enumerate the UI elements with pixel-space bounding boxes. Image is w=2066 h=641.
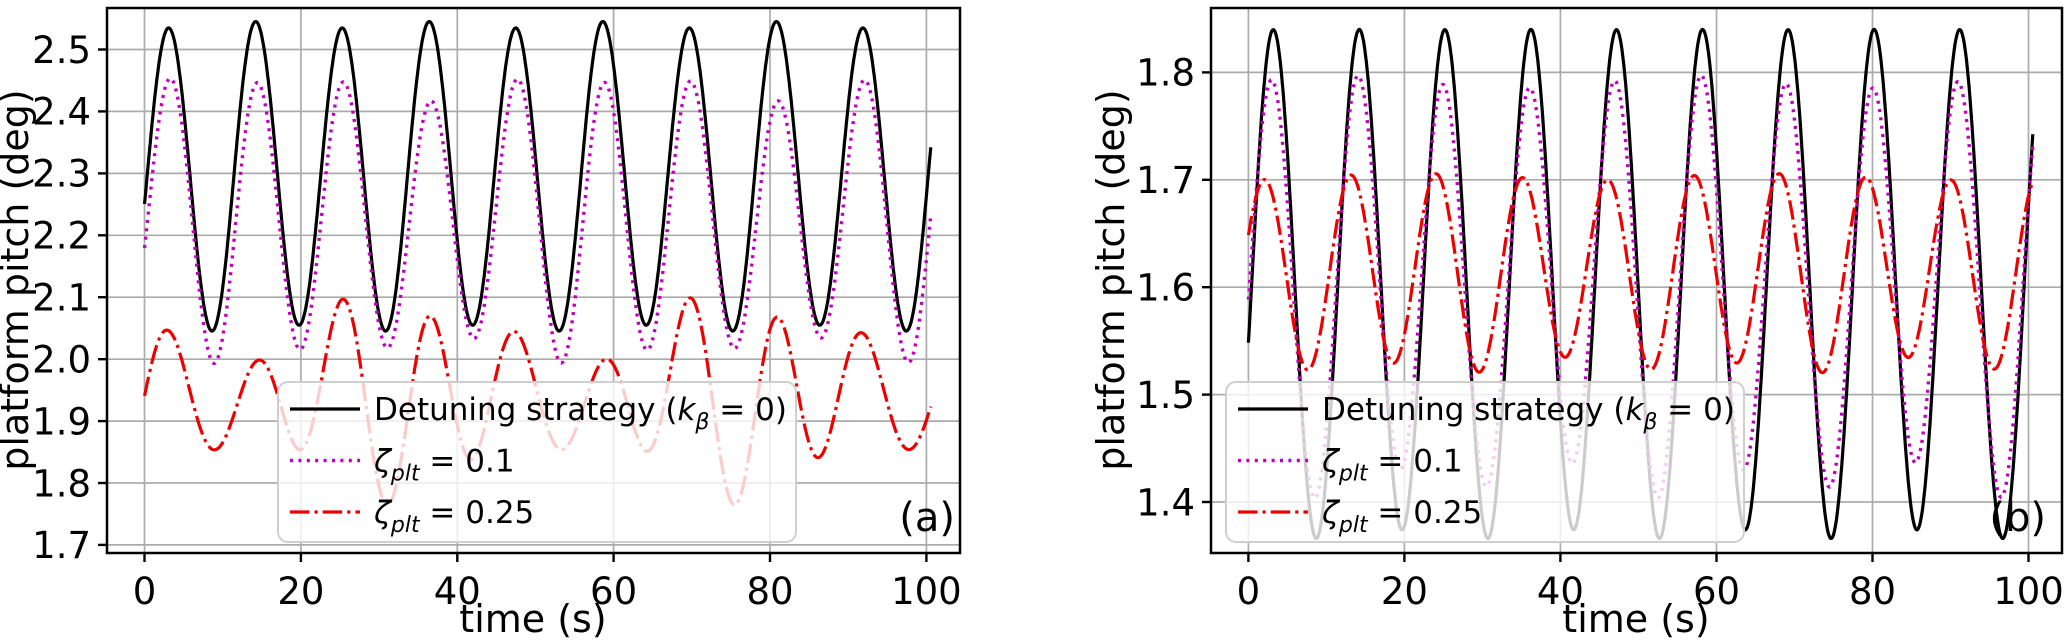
x-tick-label: 0 (1237, 570, 1261, 613)
y-tick-label: 2.0 (32, 339, 91, 382)
ticks: 0 20 40 60 80 100 1.7 1.8 1.9 2.0 2.1 2.2 2.3 2.4 2.5 (32, 29, 962, 613)
panel-a: 0 20 40 60 80 100 1.7 1.8 1.9 2.0 2.1 2.2 2.3 2.4 2.5 D… (0, 6, 962, 641)
y-tick-label: 2.5 (32, 29, 91, 72)
x-tick-label: 100 (891, 570, 962, 613)
panel-a-plot-area: 0 20 40 60 80 100 1.7 1.8 1.9 2.0 2.1 2.2 2.3 2.4 2.5 D… (32, 6, 962, 613)
legend-label: ζplt = 0.1 (1321, 444, 1463, 487)
y-axis-label: platform pitch (deg) (0, 89, 37, 470)
y-tick-label: 1.6 (1136, 267, 1195, 310)
x-axis-label: time (s) (459, 597, 606, 641)
panel-b-plot-area: 0 20 40 60 80 100 1.4 1.5 1.6 1.7 1.8 Detuning stra… (1136, 6, 2064, 613)
y-tick-label: 2.4 (32, 91, 91, 134)
y-tick-label: 1.4 (1136, 481, 1195, 524)
y-tick-label: 1.9 (32, 400, 91, 443)
legend: Detuning strategy (kβ = 0) ζplt = 0.1 ζplt… (1225, 381, 1745, 543)
series-zeta-01-line (142, 76, 933, 366)
legend-label: ζplt = 0.25 (1321, 495, 1482, 538)
legend-label: ζplt = 0.25 (373, 495, 534, 538)
y-tick-label: 1.5 (1136, 374, 1195, 417)
ticks: 0 20 40 60 80 100 1.4 1.5 1.6 1.7 1.8 (1136, 52, 2064, 613)
x-tick-label: 40 (1537, 570, 1584, 613)
legend: Detuning strategy (kβ = 0) ζplt = 0.1 ζplt… (277, 381, 797, 543)
legend-label: ζplt = 0.1 (373, 444, 515, 487)
y-tick-label: 1.8 (32, 462, 91, 505)
y-tick-label: 2.1 (32, 277, 91, 320)
y-tick-label: 1.7 (32, 524, 91, 567)
y-axis-label: platform pitch (deg) (1089, 89, 1133, 470)
series-detuning-line (142, 20, 933, 333)
series-zeta-025-line (1246, 172, 2035, 375)
axes-box (105, 6, 962, 555)
curves (1246, 27, 2035, 541)
legend-box (277, 381, 797, 543)
x-tick-label: 20 (277, 570, 324, 613)
legend-label: Detuning strategy (kβ = 0) (1322, 392, 1735, 435)
x-axis-label: time (s) (1562, 597, 1709, 641)
panel-label-a: (a) (899, 495, 955, 541)
panel-b: 0 20 40 60 80 100 1.4 1.5 1.6 1.7 1.8 Detuning stra… (1089, 6, 2064, 641)
y-tick-label: 1.7 (1136, 159, 1195, 202)
x-tick-label: 80 (1849, 570, 1896, 613)
x-tick-label: 0 (133, 570, 157, 613)
axes-box (1209, 6, 2064, 555)
series-zeta-01-line (1246, 73, 2035, 500)
x-tick-label: 20 (1381, 570, 1428, 613)
x-tick-label: 40 (434, 570, 481, 613)
y-tick-label: 2.3 (32, 153, 91, 196)
y-tick-label: 2.2 (32, 215, 91, 258)
y-tick-label: 1.8 (1136, 52, 1195, 95)
x-tick-label: 80 (746, 570, 793, 613)
x-tick-label: 60 (590, 570, 637, 613)
legend-box (1225, 381, 1745, 543)
x-tick-label: 100 (1993, 570, 2064, 613)
legend-label: Detuning strategy (kβ = 0) (374, 392, 787, 435)
x-tick-label: 60 (1693, 570, 1740, 613)
panel-label-b: (b) (1989, 495, 2046, 541)
